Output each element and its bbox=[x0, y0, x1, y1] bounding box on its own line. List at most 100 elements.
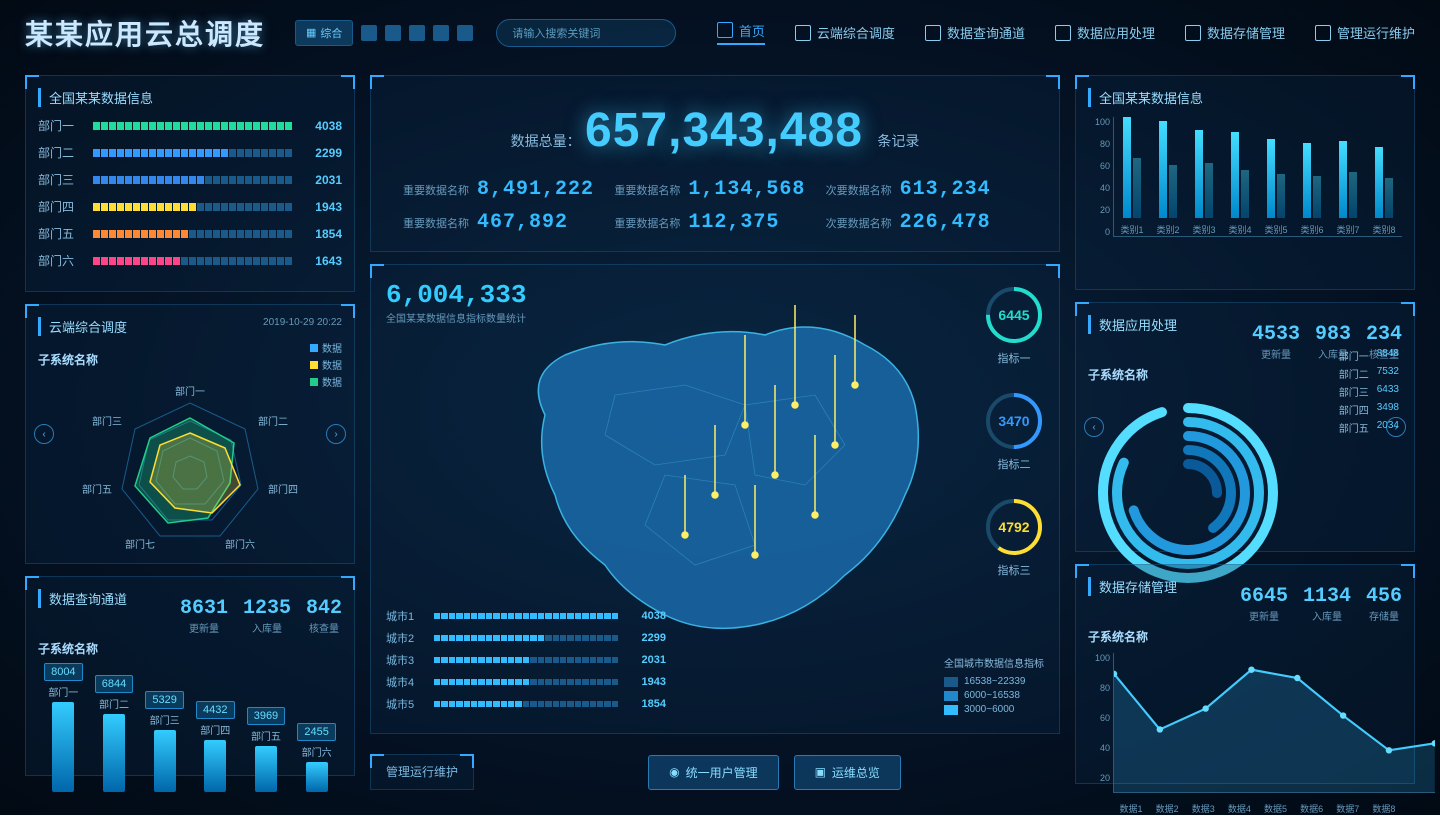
main-nav: 首页 云端综合调度 数据查询通道 数据应用处理 数据存储管理 管理运行维护 bbox=[717, 21, 1415, 45]
total-value: 657,343,488 bbox=[585, 104, 863, 157]
panel-title: 数据存储管理 bbox=[1088, 577, 1177, 596]
header: 某某应用云总调度 ▦ 综合 请输入搜索关键词 首页 云端综合调度 数据查询通道 数据应… bbox=[0, 0, 1440, 65]
dept-row: 部门三2031 bbox=[38, 171, 342, 188]
nav-icon bbox=[1055, 25, 1071, 41]
metric: 次要数据名称226,478 bbox=[826, 211, 1027, 234]
china-map bbox=[465, 275, 965, 655]
legend-item: 部门四3498 bbox=[1339, 402, 1399, 417]
svg-text:部门三: 部门三 bbox=[92, 415, 122, 428]
legend-item: 部门五2034 bbox=[1339, 420, 1399, 435]
cylinder: 8004部门一 bbox=[44, 663, 82, 792]
app-panel: 数据应用处理 4533更新量983入库量234核查量 子系统名称 ‹ › 部门一… bbox=[1075, 302, 1415, 552]
radar-panel: 云端综合调度 2019-10-29 20:22 子系统名称 数据数据数据 ‹ ›… bbox=[25, 304, 355, 564]
city-row: 城市22299 bbox=[386, 630, 666, 646]
stat: 842核查量 bbox=[306, 597, 342, 635]
gauge: 6445指标一 bbox=[984, 285, 1044, 366]
city-row: 城市32031 bbox=[386, 652, 666, 668]
nav-icon bbox=[1315, 25, 1331, 41]
legend-item: 数据 bbox=[310, 357, 342, 372]
dept-row: 部门二2299 bbox=[38, 144, 342, 161]
cylinder: 4432部门四 bbox=[196, 701, 234, 792]
panel-title: 全国某某数据信息 bbox=[38, 88, 342, 107]
metric: 重要数据名称467,892 bbox=[403, 211, 604, 234]
svg-text:部门五: 部门五 bbox=[82, 483, 112, 496]
metric: 重要数据名称8,491,222 bbox=[403, 178, 604, 201]
bar-group: 类别3 bbox=[1192, 130, 1215, 236]
gauge: 3470指标二 bbox=[984, 391, 1044, 472]
legend-item: 数据 bbox=[310, 374, 342, 389]
map-legend: 全国城市数据信息指标 16538~223396000~165383000~600… bbox=[944, 655, 1044, 718]
svg-text:部门一: 部门一 bbox=[175, 385, 205, 398]
dept-panel: 全国某某数据信息 部门一4038 部门二2299 部门三2031 部门四1943 部门五… bbox=[25, 75, 355, 292]
nav-item[interactable]: 首页 bbox=[717, 21, 765, 45]
panel-title: 全国某某数据信息 bbox=[1088, 88, 1402, 107]
dept-row: 部门一4038 bbox=[38, 117, 342, 134]
stat: 4533更新量 bbox=[1252, 323, 1300, 361]
metric: 重要数据名称1,134,568 bbox=[614, 178, 815, 201]
bar-group: 类别5 bbox=[1264, 139, 1287, 236]
stat: 8631更新量 bbox=[180, 597, 228, 635]
bar-group: 类别4 bbox=[1228, 132, 1251, 236]
legend-item: 部门二7532 bbox=[1339, 366, 1399, 381]
nav-item[interactable]: 数据应用处理 bbox=[1055, 21, 1155, 45]
metric: 重要数据名称112,375 bbox=[614, 211, 815, 234]
nav-item[interactable]: 管理运行维护 bbox=[1315, 21, 1415, 45]
bar-group: 类别7 bbox=[1336, 141, 1359, 236]
nav-icon bbox=[925, 25, 941, 41]
stat: 6645更新量 bbox=[1240, 585, 1288, 623]
user-mgmt-button[interactable]: ◉ 统一用户管理 bbox=[648, 755, 779, 790]
legend-item: 16538~22339 bbox=[944, 676, 1044, 687]
bar-group: 类别1 bbox=[1120, 117, 1143, 236]
storage-panel: 数据存储管理 6645更新量1134入库量456存储量 子系统名称 100806… bbox=[1075, 564, 1415, 784]
map-panel: 6,004,333 全国某某数据信息指标数量统计 6445指 bbox=[370, 264, 1060, 734]
metric: 次要数据名称613,234 bbox=[826, 178, 1027, 201]
ops-overview-button[interactable]: ▣ 运维总览 bbox=[794, 755, 901, 790]
cylinder: 3969部门五 bbox=[247, 707, 285, 792]
sub-title: 子系统名称 bbox=[1088, 628, 1402, 645]
sub-title: 子系统名称 bbox=[38, 640, 342, 657]
next-button[interactable]: › bbox=[326, 424, 346, 444]
search-input[interactable]: 请输入搜索关键词 bbox=[496, 19, 676, 47]
total-label: 数据总量： bbox=[511, 133, 581, 149]
city-row: 城市51854 bbox=[386, 696, 666, 712]
prev-button[interactable]: ‹ bbox=[34, 424, 54, 444]
dept-row: 部门五1854 bbox=[38, 225, 342, 242]
app-title: 某某应用云总调度 bbox=[25, 13, 265, 53]
toolbar: ▦ 综合 请输入搜索关键词 bbox=[295, 19, 676, 47]
city-row: 城市41943 bbox=[386, 674, 666, 690]
svg-text:部门七: 部门七 bbox=[125, 538, 155, 551]
legend-item: 部门三6433 bbox=[1339, 384, 1399, 399]
svg-text:部门六: 部门六 bbox=[225, 538, 255, 551]
toolbar-icon[interactable] bbox=[385, 25, 401, 41]
stat: 456存储量 bbox=[1366, 585, 1402, 623]
line-chart bbox=[1113, 653, 1435, 793]
svg-text:部门四: 部门四 bbox=[268, 483, 298, 496]
bar-group: 类别6 bbox=[1300, 143, 1323, 236]
cylinder: 2455部门六 bbox=[297, 723, 335, 792]
cylinder: 5329部门三 bbox=[145, 691, 183, 792]
nav-item[interactable]: 数据存储管理 bbox=[1185, 21, 1285, 45]
dept-row: 部门六1643 bbox=[38, 252, 342, 269]
toolbar-icon[interactable] bbox=[361, 25, 377, 41]
bar-group: 类别2 bbox=[1156, 121, 1179, 236]
dept-row: 部门四1943 bbox=[38, 198, 342, 215]
nav-icon bbox=[795, 25, 811, 41]
nav-item[interactable]: 云端综合调度 bbox=[795, 21, 895, 45]
toolbar-icon[interactable] bbox=[433, 25, 449, 41]
nav-item[interactable]: 数据查询通道 bbox=[925, 21, 1025, 45]
bar-group: 类别8 bbox=[1372, 147, 1395, 237]
toolbar-icon[interactable] bbox=[457, 25, 473, 41]
nav-icon bbox=[1185, 25, 1201, 41]
stat: 1235入库量 bbox=[243, 597, 291, 635]
footer-title: 管理运行维护 bbox=[386, 765, 458, 779]
toolbar-icon[interactable] bbox=[409, 25, 425, 41]
sub-title: 子系统名称 bbox=[38, 351, 342, 368]
legend-item: 3000~6000 bbox=[944, 704, 1044, 715]
legend-item: 6000~16538 bbox=[944, 690, 1044, 701]
cylinder: 6844部门二 bbox=[95, 675, 133, 792]
toolbar-combo-button[interactable]: ▦ 综合 bbox=[295, 20, 353, 46]
radar-chart: 部门一 部门二 部门四 部门六 部门七 部门五 部门三 bbox=[38, 378, 342, 558]
legend-item: 数据 bbox=[310, 340, 342, 355]
footer-bar: 管理运行维护 ◉ 统一用户管理 ▣ 运维总览 bbox=[370, 754, 1060, 790]
bar-chart-panel: 全国某某数据信息 100806040200 类别1类别2类别3类别4类别5类别6… bbox=[1075, 75, 1415, 290]
